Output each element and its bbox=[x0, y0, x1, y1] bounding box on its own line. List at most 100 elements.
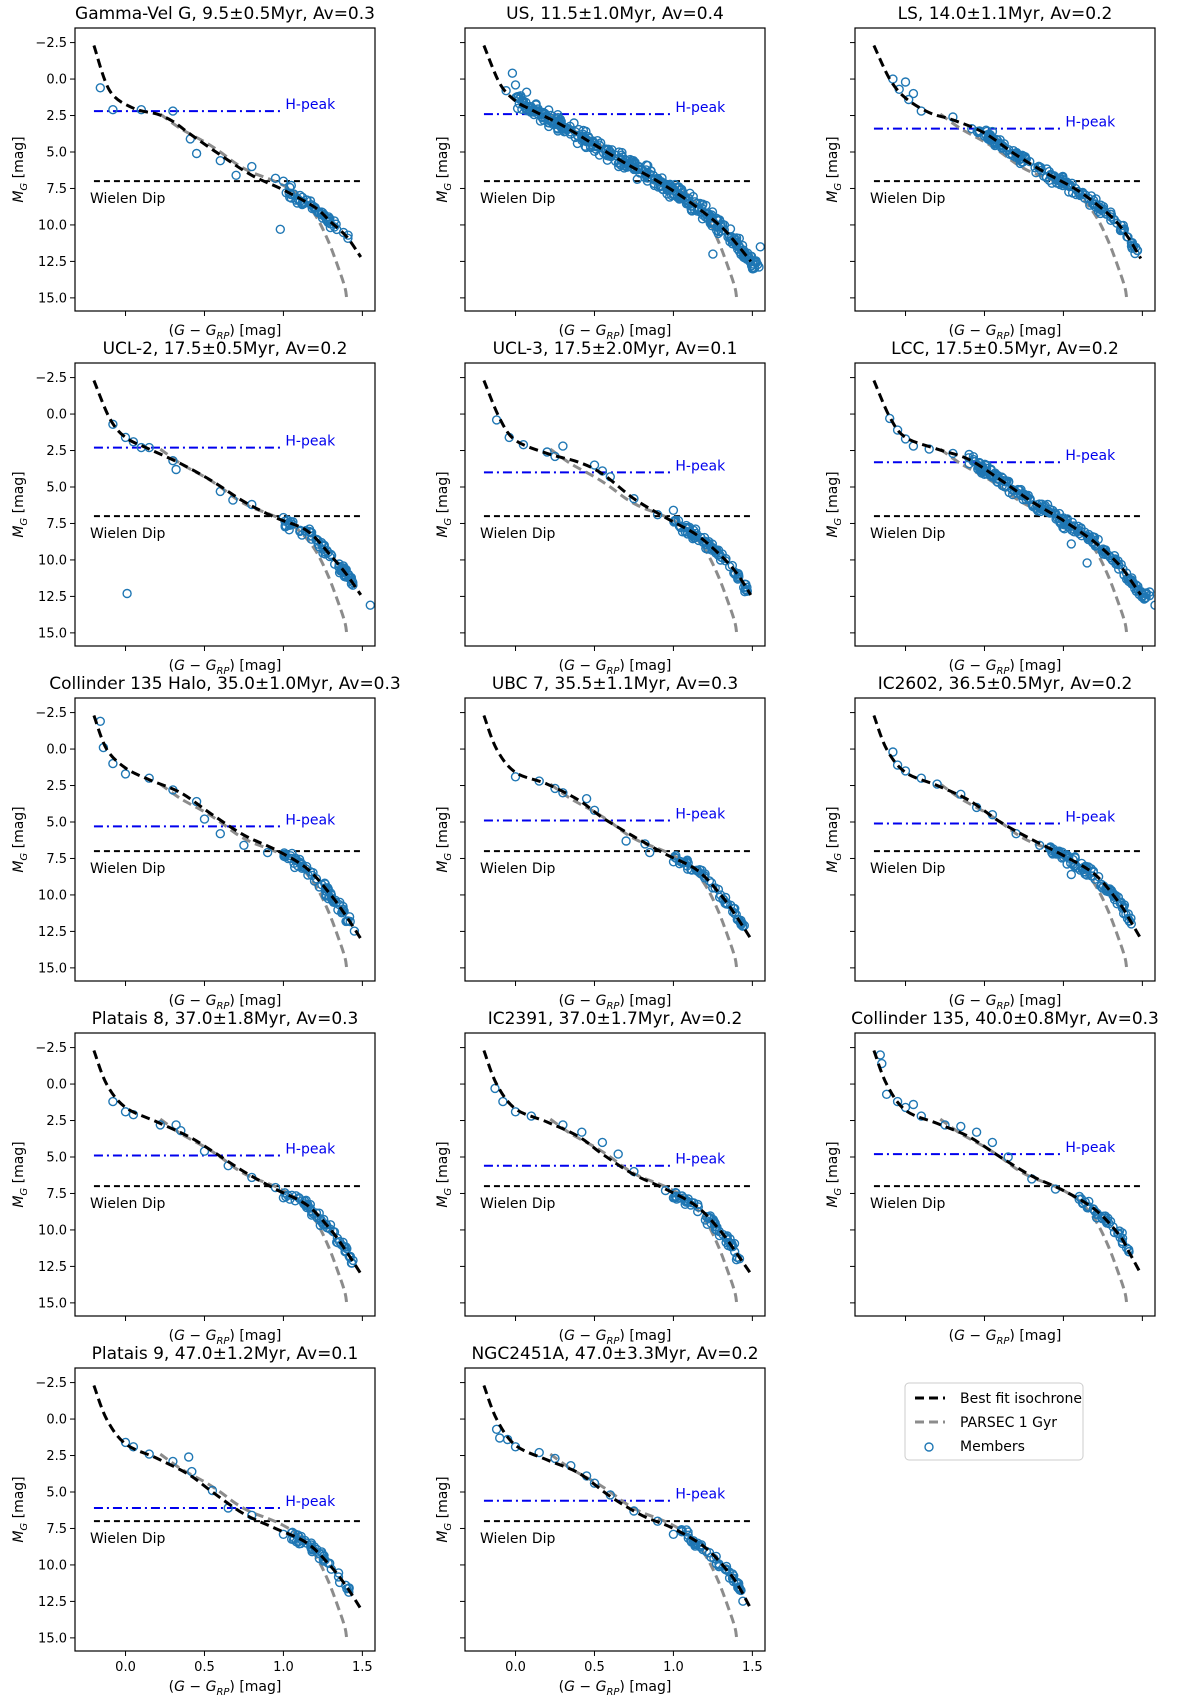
x-label-rp: RP bbox=[606, 1336, 620, 1347]
x-tick-label: 1.5 bbox=[742, 1660, 763, 1675]
panel-9: Platais 8, 37.0±1.8Myr, Av=0.3 H-peak Wiel… bbox=[11, 1009, 376, 1347]
x-label-close: ) [mag] bbox=[619, 1328, 671, 1344]
member-point bbox=[507, 68, 518, 78]
member-point bbox=[987, 126, 998, 137]
plot-area bbox=[872, 1049, 1143, 1304]
best-fit-isochrone bbox=[482, 1049, 753, 1275]
y-axis-label-10: MG [mag] bbox=[435, 1141, 454, 1207]
member-point bbox=[270, 173, 281, 184]
wielen-dip-label: Wielen Dip bbox=[480, 861, 556, 877]
member-point bbox=[668, 1529, 679, 1540]
x-label-minus: − bbox=[575, 323, 596, 339]
y-label-g: G bbox=[833, 853, 844, 861]
best-fit-isochrone bbox=[92, 379, 363, 596]
member-point bbox=[688, 191, 698, 202]
panel-13: NGC2451A, 47.0±3.3Myr, Av=0.2 H-peak Wiele… bbox=[435, 1344, 766, 1696]
member-point bbox=[683, 864, 693, 874]
wielen-dip-label: Wielen Dip bbox=[90, 1196, 166, 1212]
member-point bbox=[279, 851, 289, 861]
best-fit-isochrone bbox=[92, 714, 363, 940]
member-point bbox=[592, 135, 603, 146]
y-tick-label: 10.0 bbox=[38, 1558, 67, 1573]
y-label-g: G bbox=[443, 183, 454, 191]
axes-frame bbox=[74, 362, 376, 647]
axes-frame bbox=[74, 697, 376, 982]
member-point bbox=[585, 142, 596, 153]
y-label-unit: [mag] bbox=[825, 806, 841, 852]
panel-6: Collinder 135 Halo, 35.0±1.0Myr, Av=0.3 H… bbox=[11, 674, 401, 1012]
plot-area bbox=[482, 1384, 753, 1639]
y-tick-label: 5.0 bbox=[46, 145, 67, 160]
member-point bbox=[589, 805, 600, 815]
parsec-isochrone bbox=[159, 1117, 349, 1304]
h-peak-label: H-peak bbox=[285, 812, 336, 828]
member-point bbox=[1066, 869, 1077, 880]
x-label-close: ) [mag] bbox=[619, 1679, 671, 1695]
best-fit-isochrone bbox=[482, 379, 753, 596]
x-label-minus: − bbox=[185, 1328, 206, 1344]
member-point bbox=[692, 203, 702, 213]
member-point bbox=[632, 174, 642, 185]
member-point bbox=[885, 413, 895, 424]
y-label-g: G bbox=[833, 183, 844, 191]
x-tick-label: 1.5 bbox=[352, 1660, 373, 1675]
panel-2: LS, 14.0±1.1Myr, Av=0.2 H-peak Wielen Dip (… bbox=[825, 4, 1156, 342]
y-axis-label-9: MG [mag] bbox=[11, 1141, 30, 1207]
x-label-minus: − bbox=[965, 658, 986, 674]
x-axis-label-5: (G − GRP) [mag] bbox=[949, 658, 1062, 677]
y-label-m: M bbox=[825, 526, 841, 538]
member-point bbox=[297, 197, 308, 207]
wielen-dip-label: Wielen Dip bbox=[90, 1531, 166, 1547]
x-label-g2: G bbox=[206, 323, 217, 339]
member-point bbox=[325, 1224, 335, 1234]
y-label-g: G bbox=[833, 1188, 844, 1196]
x-label-g1: G bbox=[564, 1679, 575, 1695]
panel-title: NGC2451A, 47.0±3.3Myr, Av=0.2 bbox=[471, 1344, 758, 1364]
y-tick-label: 15.0 bbox=[38, 1296, 67, 1311]
y-label-unit: [mag] bbox=[825, 471, 841, 517]
y-label-m: M bbox=[825, 1196, 841, 1208]
y-label-unit: [mag] bbox=[11, 806, 27, 852]
legend-label-members: Members bbox=[960, 1439, 1025, 1455]
plot-area bbox=[872, 379, 1155, 634]
member-point bbox=[693, 1202, 703, 1212]
member-point bbox=[558, 788, 568, 798]
axes-frame bbox=[464, 1032, 766, 1317]
y-label-g: G bbox=[19, 1523, 30, 1531]
plot-area bbox=[92, 1384, 363, 1639]
axes-frame bbox=[854, 362, 1156, 647]
member-point bbox=[247, 499, 257, 510]
member-point bbox=[732, 914, 742, 925]
y-label-g: G bbox=[19, 183, 30, 191]
member-point bbox=[711, 1551, 721, 1562]
x-label-g2: G bbox=[986, 658, 997, 674]
x-tick-label: 0.5 bbox=[584, 1660, 605, 1675]
axes-frame bbox=[464, 1367, 766, 1652]
y-tick-label: 10.0 bbox=[38, 553, 67, 568]
x-label-minus: − bbox=[185, 993, 206, 1009]
x-label-g2: G bbox=[596, 658, 607, 674]
member-point bbox=[956, 789, 966, 799]
y-label-g: G bbox=[443, 518, 454, 526]
member-point bbox=[754, 262, 764, 272]
x-label-g1: G bbox=[954, 323, 965, 339]
member-point bbox=[971, 1127, 982, 1137]
member-point bbox=[1058, 852, 1069, 862]
x-axis-label-13: (G − GRP) [mag] bbox=[559, 1679, 672, 1696]
member-point bbox=[550, 1453, 560, 1464]
x-label-open: ( bbox=[559, 658, 564, 674]
panel-title: IC2602, 36.5±0.5Myr, Av=0.2 bbox=[878, 674, 1133, 694]
member-point bbox=[908, 1099, 919, 1110]
member-point bbox=[968, 452, 979, 462]
x-label-open: ( bbox=[559, 993, 564, 1009]
y-label-g: G bbox=[833, 518, 844, 526]
panel-title: Collinder 135, 40.0±0.8Myr, Av=0.3 bbox=[851, 1009, 1159, 1029]
y-tick-label: 10.0 bbox=[38, 888, 67, 903]
x-axis-label-9: (G − GRP) [mag] bbox=[169, 1328, 282, 1347]
member-point bbox=[553, 109, 563, 120]
member-point bbox=[341, 1580, 351, 1591]
h-peak-label: H-peak bbox=[285, 434, 336, 450]
panel-3: UCL-2, 17.5±0.5Myr, Av=0.2 H-peak Wielen D… bbox=[11, 339, 376, 677]
member-point bbox=[577, 1127, 587, 1137]
y-tick-label: 5.0 bbox=[46, 480, 67, 495]
